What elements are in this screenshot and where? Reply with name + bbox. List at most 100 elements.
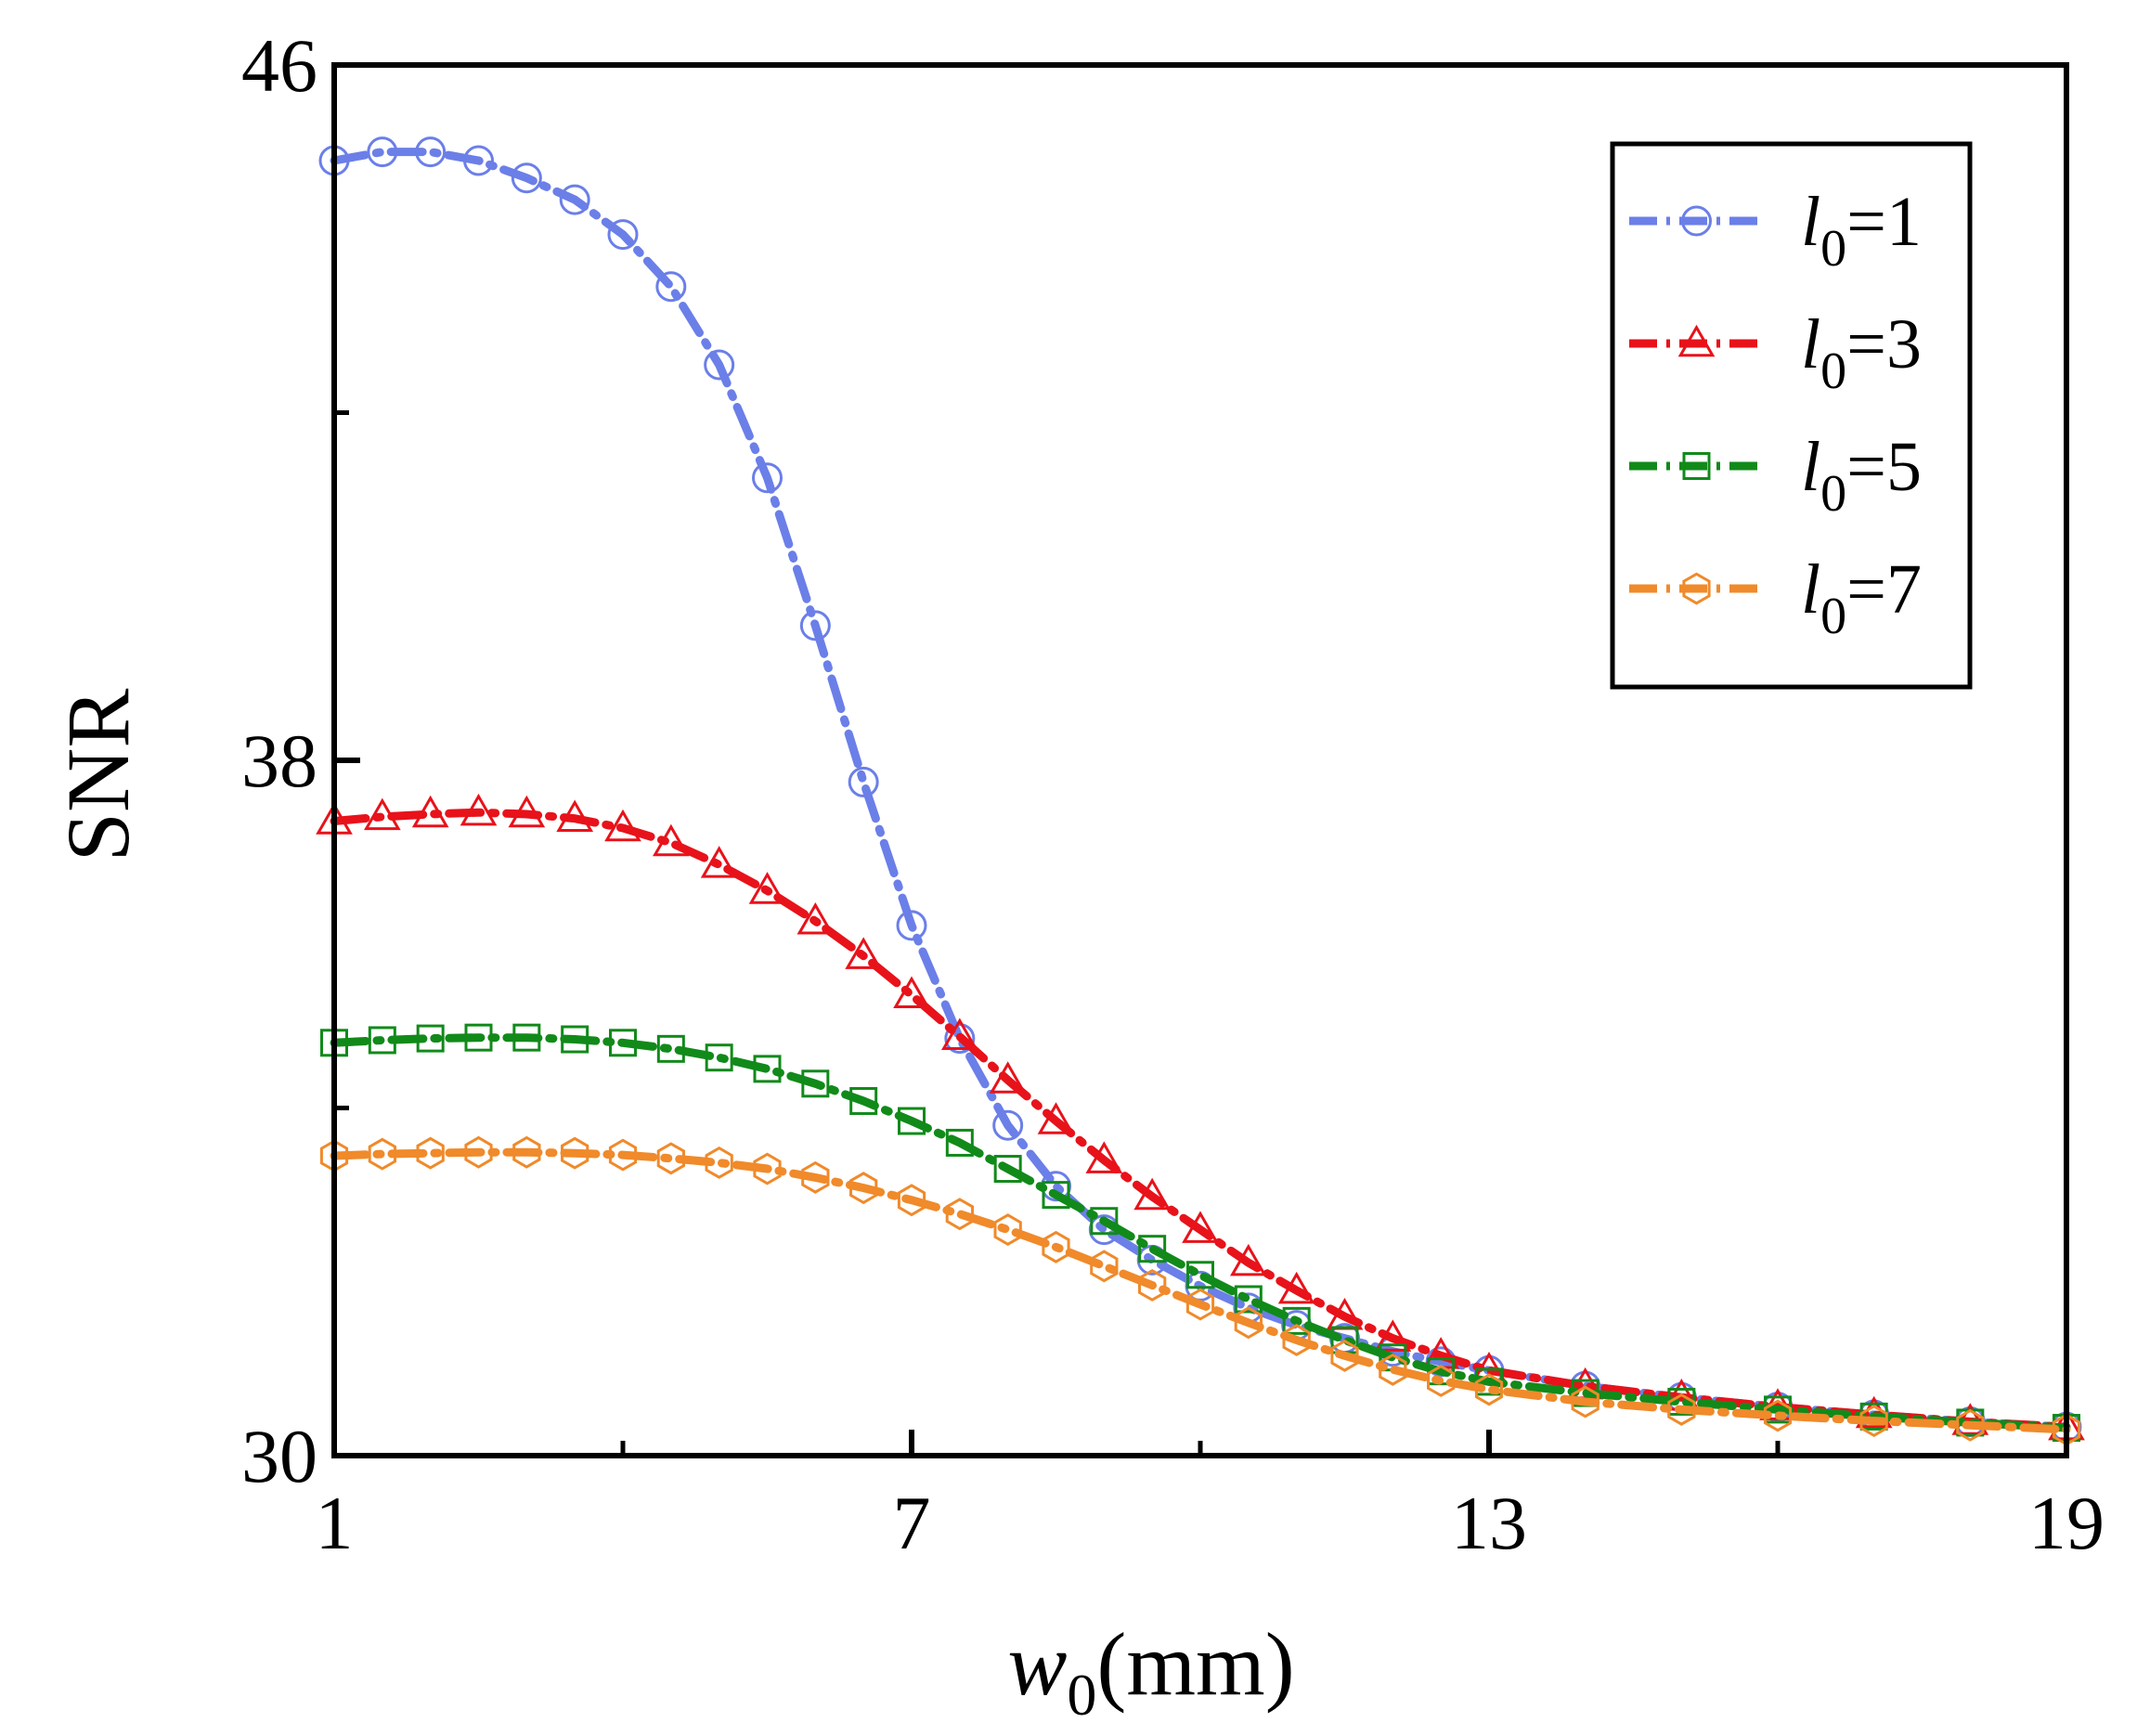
series-point	[801, 1160, 830, 1194]
series-point	[845, 937, 883, 969]
series-point	[898, 1107, 926, 1135]
series-line	[330, 1033, 2071, 1432]
series-point	[508, 795, 546, 828]
series-point	[848, 766, 879, 797]
y-tick-label: 46	[241, 23, 317, 108]
series-point	[1571, 1385, 1600, 1419]
series-point	[1090, 1207, 1119, 1236]
x-axis-title-var: w	[1007, 1614, 1067, 1714]
series-point	[945, 1198, 974, 1231]
series-point	[1379, 1353, 1407, 1386]
series-point	[797, 901, 835, 935]
series-point	[561, 1025, 589, 1054]
legend-box	[1610, 141, 1973, 690]
legend-label: l0=1	[1801, 183, 1922, 278]
series-point	[897, 1184, 926, 1217]
legend-label: l0=3	[1801, 305, 1922, 400]
series-point	[1234, 1306, 1263, 1340]
legend-marker	[1682, 572, 1711, 605]
series-point	[799, 610, 831, 641]
series-point	[1182, 1211, 1219, 1243]
series-point	[512, 1023, 541, 1052]
series-point	[1855, 1395, 1893, 1429]
series-point	[940, 1017, 978, 1050]
series-point	[368, 1026, 396, 1055]
series-point	[1763, 1399, 1793, 1432]
series-point	[1229, 1243, 1267, 1276]
series-point	[989, 1061, 1027, 1094]
x-tick-label: 19	[2028, 1481, 2105, 1565]
series-point	[1282, 1323, 1311, 1356]
y-tick-label: 38	[241, 719, 317, 803]
series-line	[330, 808, 2071, 1432]
series-point	[511, 162, 542, 194]
y-axis-title: SNR	[48, 689, 148, 862]
series-point	[945, 1128, 974, 1157]
series-point	[559, 184, 590, 215]
series-point	[1427, 1364, 1456, 1397]
series-point	[1085, 1141, 1123, 1173]
series-point	[944, 1023, 976, 1055]
series-point	[1042, 1181, 1070, 1210]
legend-marker	[1677, 324, 1716, 357]
series-point	[1138, 1235, 1167, 1263]
series-point	[1138, 1268, 1167, 1302]
series-point	[607, 219, 639, 251]
series-point	[1374, 1319, 1412, 1352]
series-point	[700, 846, 738, 878]
y-tick-label: 30	[241, 1414, 317, 1498]
series-point	[1186, 1261, 1214, 1289]
legend-label: l0=7	[1801, 551, 1922, 645]
series-point	[464, 1023, 493, 1052]
series-point	[1474, 1373, 1504, 1406]
series-point	[1667, 1393, 1696, 1426]
x-axis-title-sub: 0	[1067, 1662, 1096, 1728]
series-point	[1330, 1339, 1359, 1372]
series-point	[363, 797, 401, 831]
series-point	[460, 793, 498, 826]
series-point	[849, 1087, 878, 1116]
series-point	[896, 910, 927, 941]
legend: l0=1 l0=3 l0=5 l0=7	[1610, 141, 1973, 690]
series-point	[416, 1024, 445, 1053]
legend-entry: l0=1	[1629, 183, 1922, 278]
series-point	[464, 1135, 493, 1169]
series-point	[368, 1137, 396, 1171]
series-point	[604, 809, 641, 842]
x-tick-label: 7	[893, 1481, 931, 1565]
series-point	[752, 462, 783, 494]
series-point	[1956, 1408, 1985, 1442]
series-point	[748, 872, 786, 904]
series-layer	[316, 136, 2085, 1446]
series-point	[416, 1136, 445, 1170]
series-point	[1282, 1306, 1311, 1335]
series-point	[608, 1138, 638, 1172]
series-point	[1133, 1177, 1172, 1211]
series-point	[367, 136, 398, 168]
series-point	[849, 1172, 878, 1205]
series-point	[1037, 1102, 1075, 1134]
legend-entry: l0=7	[1629, 551, 1922, 645]
legend-label: l0=5	[1801, 428, 1922, 523]
series-point	[656, 1142, 685, 1175]
series-4	[319, 1135, 2081, 1446]
series-point	[704, 349, 735, 381]
legend-marker	[1682, 452, 1711, 480]
x-axis-title: w0(mm)	[1007, 1614, 1294, 1728]
x-tick-label: 1	[316, 1481, 354, 1565]
series-point	[1185, 1288, 1215, 1321]
series-2	[316, 793, 2085, 1441]
series-point	[992, 1109, 1024, 1141]
series-point	[512, 1135, 541, 1169]
x-axis-title-unit: (mm)	[1096, 1614, 1294, 1714]
series-point	[993, 1155, 1022, 1184]
legend-marker	[1681, 205, 1712, 237]
series-point	[463, 145, 494, 176]
series-point	[753, 1152, 782, 1185]
series-point	[411, 795, 449, 828]
series-point	[556, 799, 594, 832]
series-point	[993, 1213, 1022, 1247]
series-point	[753, 1055, 782, 1083]
series-point	[652, 823, 690, 857]
